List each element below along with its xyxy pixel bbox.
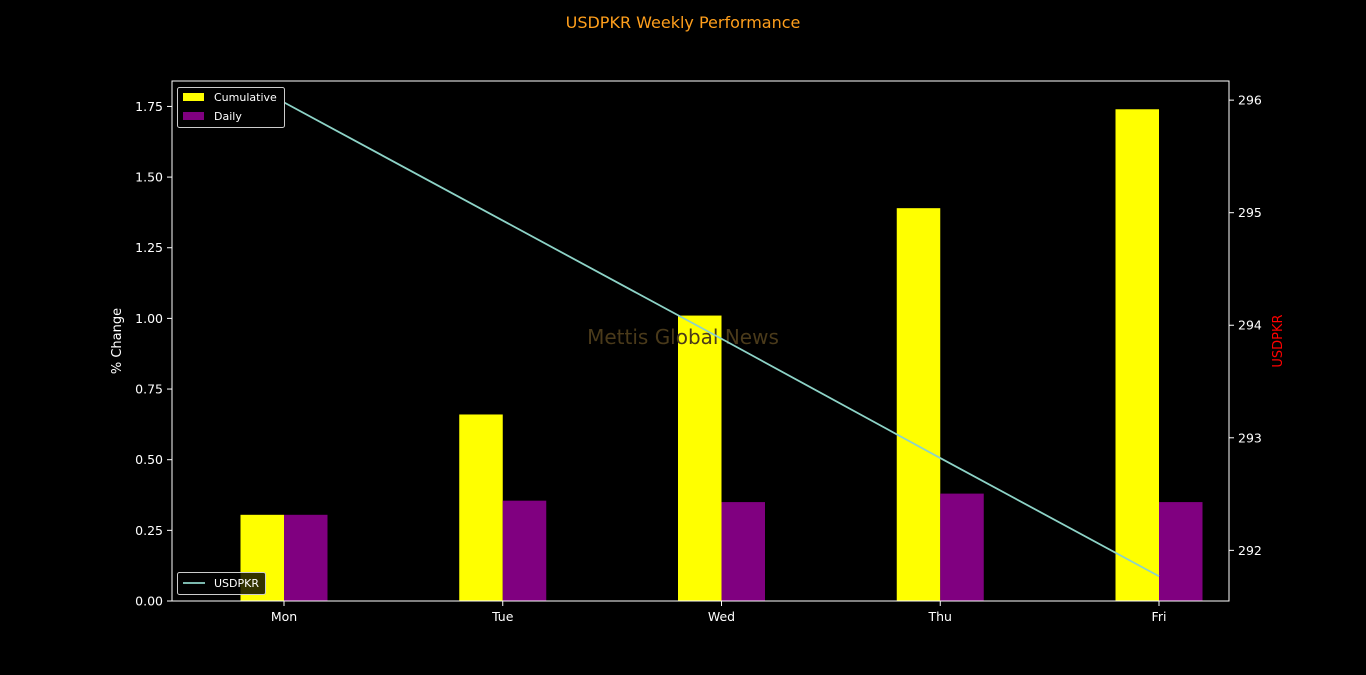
y-tick-label-left: 1.25 bbox=[135, 240, 163, 255]
y-tick-label-left: 0.50 bbox=[135, 452, 163, 467]
bar-daily-fri bbox=[1159, 502, 1203, 601]
right-axis: 292 293 294 295 296 bbox=[1229, 93, 1262, 558]
x-tick-label: Wed bbox=[708, 609, 735, 624]
bar-daily-tue bbox=[502, 500, 547, 601]
line-layer bbox=[283, 101, 1160, 578]
bar-cumulative-thu bbox=[896, 208, 941, 601]
bars-layer bbox=[240, 109, 1203, 602]
bar-cumulative-tue bbox=[459, 414, 503, 601]
bar-daily-mon bbox=[284, 514, 328, 601]
legend-label-usdpkr: USDPKR bbox=[214, 577, 259, 590]
y-tick-label-left: 0.25 bbox=[135, 523, 163, 538]
legend-swatch-daily bbox=[183, 112, 204, 120]
y-tick-label-right: 294 bbox=[1238, 318, 1262, 333]
x-tick-label: Tue bbox=[491, 609, 514, 624]
x-tick-label: Mon bbox=[271, 609, 297, 624]
y-tick-label-right: 293 bbox=[1238, 430, 1262, 445]
bar-daily-thu bbox=[940, 493, 984, 601]
x-axis: Mon Tue Wed Thu Fri bbox=[271, 601, 1167, 624]
legend-label-cumulative: Cumulative bbox=[214, 91, 277, 104]
y-axis-label-left: % Change bbox=[110, 308, 125, 374]
x-tick-label: Fri bbox=[1152, 609, 1167, 624]
left-axis: 0.00 0.25 0.50 0.75 1.00 1.25 1.50 1.75 bbox=[135, 99, 172, 609]
y-tick-label-left: 1.75 bbox=[135, 99, 163, 114]
bar-daily-wed bbox=[721, 502, 765, 601]
bar-cumulative-fri bbox=[1115, 109, 1159, 602]
legend-line-box bbox=[177, 572, 266, 595]
y-tick-label-right: 296 bbox=[1238, 93, 1262, 108]
y-tick-label-left: 0.75 bbox=[135, 382, 163, 397]
legend-line: USDPKR bbox=[177, 572, 266, 595]
y-tick-label-right: 292 bbox=[1238, 543, 1262, 558]
y-axis-label-right: USDPKR bbox=[1271, 314, 1286, 367]
bar-cumulative-wed bbox=[678, 315, 722, 601]
y-tick-label-left: 1.50 bbox=[135, 170, 163, 185]
legend-swatch-cumulative bbox=[183, 93, 204, 101]
legend-bars-box bbox=[177, 87, 285, 128]
legend-bars: Cumulative Daily bbox=[177, 87, 285, 128]
chart-title: USDPKR Weekly Performance bbox=[566, 13, 801, 32]
series-line-usdpkr bbox=[283, 101, 1160, 578]
y-tick-label-right: 295 bbox=[1238, 205, 1262, 220]
watermark: Mettis Global News bbox=[587, 325, 779, 349]
y-tick-label-left: 0.00 bbox=[135, 594, 163, 609]
plot-frame bbox=[171, 80, 1230, 602]
y-tick-label-left: 1.00 bbox=[135, 311, 163, 326]
legend-label-daily: Daily bbox=[214, 110, 242, 123]
x-tick-label: Thu bbox=[928, 609, 952, 624]
